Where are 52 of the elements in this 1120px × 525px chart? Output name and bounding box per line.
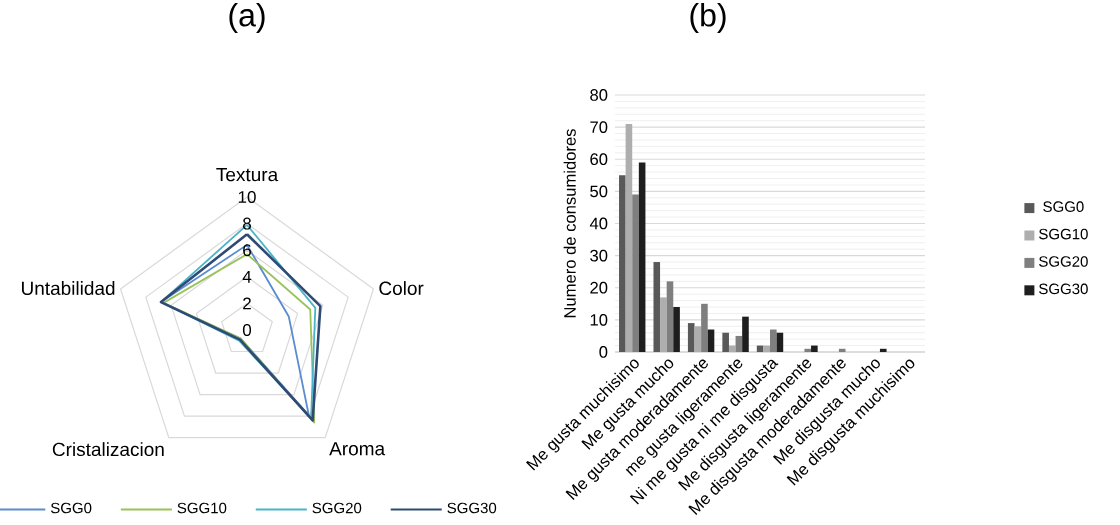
spoke-label: Aroma [329, 442, 386, 456]
y-tick-label: 60 [590, 153, 608, 166]
bar [653, 262, 661, 352]
bar [735, 335, 743, 352]
bar [632, 194, 639, 352]
legend-label: SGG30 [447, 502, 497, 514]
y-tick-label: 0 [599, 346, 608, 358]
y-tick-label: 10 [590, 314, 608, 326]
bar [728, 345, 736, 352]
spoke-label: Cristalizacion [52, 442, 164, 457]
y-tick-label: 10 [238, 190, 256, 204]
y-tick-label: 20 [590, 281, 608, 294]
bar [763, 345, 771, 352]
y-tick-label: 2 [243, 297, 251, 310]
bar [838, 348, 846, 352]
bar [673, 307, 680, 352]
bar [722, 332, 729, 352]
y-tick-label: 70 [590, 121, 608, 133]
bar [638, 162, 646, 352]
bar [811, 345, 818, 352]
y-tick-label: 40 [589, 217, 608, 230]
legend-label: SGG10 [177, 502, 227, 514]
y-axis-title: Numero de consumidores [563, 129, 576, 318]
y-tick-label: 80 [590, 89, 608, 101]
spoke-label: Color [379, 281, 424, 296]
bar [742, 316, 749, 352]
spoke-label: Textura [216, 168, 279, 182]
y-tick-label: 50 [590, 185, 608, 198]
y-tick-label: 6 [243, 244, 251, 257]
bar [666, 281, 674, 352]
legend-label: SGG0 [50, 502, 92, 514]
legend-label: SGG10 [1039, 228, 1088, 240]
bar [625, 123, 633, 352]
bar [660, 297, 667, 352]
bar [701, 303, 708, 352]
bar [879, 348, 887, 352]
spoke-label: Untabilidad [21, 281, 115, 296]
chart-title: (a) [229, 3, 265, 33]
y-tick-label: 4 [242, 270, 252, 283]
bar [694, 326, 702, 352]
bar [619, 175, 626, 352]
legend-label: SGG30 [1039, 283, 1088, 295]
legend-label: SGG20 [1039, 256, 1088, 267]
y-tick-label: 30 [590, 249, 608, 262]
legend-label: SGG20 [312, 502, 362, 514]
bar [804, 348, 812, 352]
chart-title: (b) [690, 3, 726, 33]
legend-label: SGG0 [1043, 201, 1084, 212]
bar [770, 329, 777, 352]
y-tick-label: 0 [242, 323, 252, 337]
bar [776, 332, 784, 352]
bar [687, 323, 695, 352]
